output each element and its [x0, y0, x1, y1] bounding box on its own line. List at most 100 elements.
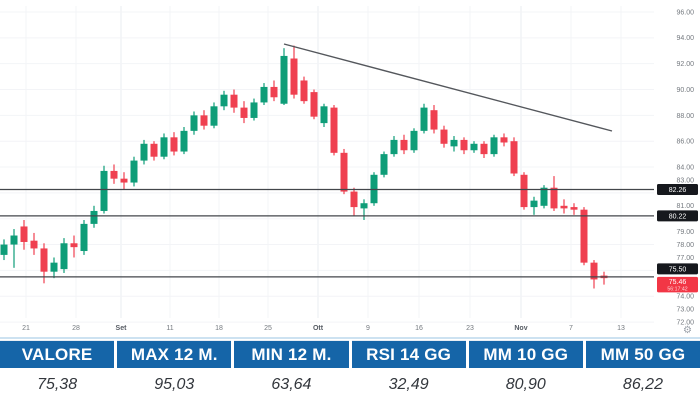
time-tick-label[interactable]: Nov	[514, 325, 527, 332]
candle-body	[280, 55, 288, 104]
price-tick-label[interactable]: 77.00	[676, 255, 694, 262]
level-price-badge-label: 82.26	[669, 187, 687, 194]
price-chart-panel[interactable]: 96.00 94.00 92.00 90.00 88.00 86.00 84.00 83.00…	[0, 0, 700, 337]
time-tick-label[interactable]: 25	[264, 325, 272, 332]
candle-body	[560, 205, 568, 209]
last-price-value: 75.46	[669, 279, 687, 286]
candle-body	[220, 94, 228, 107]
candle-body	[470, 143, 478, 151]
price-tick-label[interactable]: 86.00	[676, 139, 694, 146]
price-tick-label[interactable]: 72.00	[676, 319, 694, 326]
candle-body	[410, 130, 418, 151]
price-tick-label[interactable]: 92.00	[676, 61, 694, 68]
candle-body	[20, 226, 28, 242]
time-tick-label[interactable]: 23	[466, 325, 474, 332]
price-tick-label[interactable]: 96.00	[676, 9, 694, 16]
last-price-badge	[657, 276, 698, 293]
grid-lines	[0, 6, 654, 323]
candle-body	[240, 107, 248, 118]
time-tick-label[interactable]: 13	[617, 325, 625, 332]
table-header-cell: VALORE	[0, 340, 115, 368]
table-column-mm50: MM 50 GG 86,22	[585, 340, 700, 400]
candle-body	[460, 139, 468, 151]
candle-body	[120, 178, 128, 183]
time-axis[interactable]: 21 28 Set 11 18 25 Ott 9 16 23 Nov 7 13	[22, 325, 625, 332]
candle-body	[100, 170, 108, 211]
candle-body	[330, 107, 338, 153]
price-axis[interactable]: 96.00 94.00 92.00 90.00 88.00 86.00 84.00 83.00…	[676, 9, 694, 326]
level-price-badge	[657, 210, 698, 222]
table-value-cell: 80,90	[505, 375, 546, 393]
candle-body	[150, 143, 158, 157]
candle-body	[510, 141, 518, 174]
candle-body	[580, 209, 588, 263]
candle-body	[500, 137, 508, 143]
candle-body	[200, 115, 208, 126]
candle-body	[430, 110, 438, 130]
candlestick-chart[interactable]: 96.00 94.00 92.00 90.00 88.00 86.00 84.00 83.00…	[0, 0, 700, 337]
candle-body	[540, 187, 548, 206]
candle-body	[380, 154, 388, 175]
time-tick-label[interactable]: 9	[366, 325, 370, 332]
candle-body	[420, 107, 428, 131]
table-value-cell: 32,49	[388, 375, 429, 393]
candle-body	[40, 248, 48, 272]
time-tick-label[interactable]: Ott	[313, 325, 324, 332]
candle-body	[300, 80, 308, 102]
table-column-mm10: MM 10 GG 80,90	[468, 340, 583, 400]
time-tick-label[interactable]: 11	[166, 325, 173, 332]
candle-body	[190, 115, 198, 131]
table-value-cell: 86,22	[622, 375, 663, 393]
candle-body	[550, 187, 558, 209]
time-tick-label[interactable]: 28	[72, 325, 80, 332]
candle-body	[520, 174, 528, 208]
candle-body	[60, 243, 68, 270]
price-tick-label[interactable]: 84.00	[676, 164, 694, 171]
price-tick-label[interactable]: 74.00	[676, 294, 694, 301]
candle-body	[130, 160, 138, 183]
time-tick-label[interactable]: 18	[215, 325, 223, 332]
time-tick-label[interactable]: 21	[22, 325, 30, 332]
price-tick-label[interactable]: 81.00	[676, 203, 694, 210]
table-value-cell: 95,03	[154, 375, 195, 393]
time-tick-label[interactable]: 16	[415, 325, 423, 332]
candle-body	[90, 210, 98, 224]
indicator-table: VALORE 75,38 MAX 12 M. 95,03 MIN 12 M. 6…	[0, 340, 700, 400]
chart-table-divider	[0, 337, 700, 339]
axis-settings-gear-icon[interactable]: ⚙	[683, 325, 692, 336]
candle-body	[50, 262, 58, 272]
candle-body	[210, 106, 218, 126]
price-tick-label[interactable]: 78.00	[676, 242, 694, 249]
candle-body	[30, 240, 38, 249]
time-tick-label[interactable]: 7	[569, 325, 573, 332]
candle-body	[400, 139, 408, 151]
level-price-badge	[657, 184, 698, 196]
candle-body	[80, 223, 88, 252]
table-header-cell: MM 10 GG	[468, 340, 583, 368]
candle-body	[450, 139, 458, 147]
candle-body	[490, 137, 498, 155]
table-header-cell: RSI 14 GG	[351, 340, 466, 368]
candle-body	[290, 58, 298, 95]
candle-body	[140, 143, 148, 161]
descending-trendline[interactable]	[283, 43, 613, 132]
horizontal-level-lines[interactable]	[0, 188, 654, 278]
level-price-badge-label: 80.22	[669, 213, 687, 220]
candle-body	[350, 191, 358, 208]
price-tick-label[interactable]: 88.00	[676, 113, 694, 120]
price-tick-label[interactable]: 90.00	[676, 87, 694, 94]
price-tick-label[interactable]: 94.00	[676, 35, 694, 42]
candle-body	[530, 200, 538, 208]
candle-body	[0, 244, 8, 255]
time-tick-label[interactable]: Set	[116, 325, 128, 332]
candle-body	[480, 143, 488, 155]
candle-body	[230, 94, 238, 108]
price-tick-label[interactable]: 83.00	[676, 177, 694, 184]
candle-body	[390, 139, 398, 155]
price-tick-label[interactable]: 79.00	[676, 229, 694, 236]
candle-body	[270, 86, 278, 98]
price-tick-label[interactable]: 73.00	[676, 307, 694, 314]
table-column-valore: VALORE 75,38	[0, 340, 115, 400]
candlesticks	[0, 45, 608, 289]
